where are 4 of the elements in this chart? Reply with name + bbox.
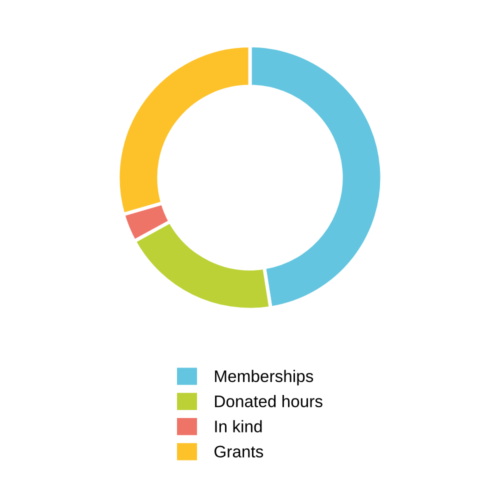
legend-label: Grants <box>214 446 264 458</box>
legend-label: Donated hours <box>215 395 322 408</box>
legend-label: In kind <box>215 420 262 432</box>
legend-label: Memberships <box>215 370 314 386</box>
